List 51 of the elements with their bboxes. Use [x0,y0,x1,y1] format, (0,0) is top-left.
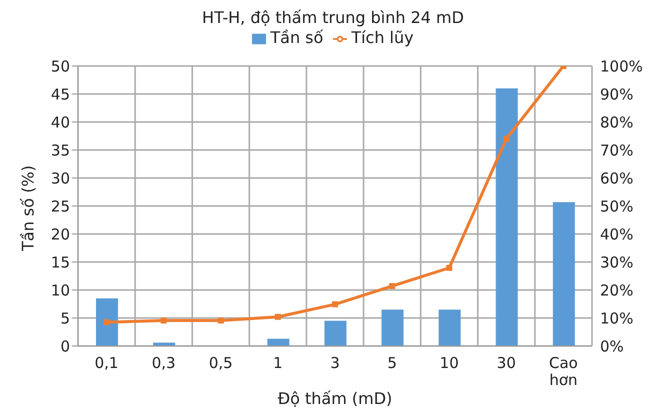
point [446,264,452,271]
bar [438,310,461,346]
x-tick-label: Cao hơn [549,354,578,389]
chart-title: HT-H, độ thấm trung bình 24 mD [201,8,465,28]
x-axis-title: Độ thấm (mD) [278,389,392,408]
legend-label: Tần số [270,28,324,47]
y2-tick-label: 80% [600,113,634,132]
y2-tick-label: 40% [600,225,634,244]
y-tick-label: 35 [50,141,70,160]
x-tick-label: 0,3 [152,354,176,372]
point [218,318,224,324]
y2-tick-label: 70% [600,141,634,160]
y2-tick-label: 90% [600,85,634,104]
y-tick-label: 50 [50,57,70,76]
x-tick-label: 30 [496,354,516,372]
y2-tick-label: 20% [600,281,634,300]
y-tick-label: 25 [50,197,70,216]
bar [382,310,404,346]
point [104,319,110,326]
y2-tick-label: 60% [600,169,634,188]
point [332,301,338,308]
y-tick-label: 45 [50,85,70,104]
x-tick-label: 10 [440,354,459,372]
legend-label: Tích lũy [351,28,414,47]
bar [96,298,118,346]
y2-tick-label: 0% [600,337,624,356]
bar [267,338,290,346]
bar [552,202,575,346]
x-tick-label: 0,5 [208,354,233,372]
y-tick-label: 5 [60,309,70,328]
bar [324,320,346,346]
point [274,314,281,320]
y-tick-label: 15 [50,253,70,272]
y-tick-label: 40 [50,113,70,132]
bar [496,88,518,346]
y-axis-title: Tần số (%) [18,165,38,252]
point [160,318,167,324]
y-tick-label: 30 [50,169,70,188]
y2-tick-label: 10% [600,309,634,328]
x-tick-label: 5 [387,354,397,372]
x-tick-label: 0,1 [94,354,118,372]
point [503,136,510,142]
y-tick-label: 20 [50,225,70,244]
y-tick-label: 10 [50,281,70,300]
y2-tick-label: 30% [600,253,634,272]
y-tick-label: 0 [60,337,70,356]
x-tick-label: 1 [273,354,283,372]
x-tick-label: 3 [330,354,340,372]
y2-tick-label: 100% [600,57,643,76]
y2-tick-label: 50% [600,197,634,216]
point [389,283,396,290]
